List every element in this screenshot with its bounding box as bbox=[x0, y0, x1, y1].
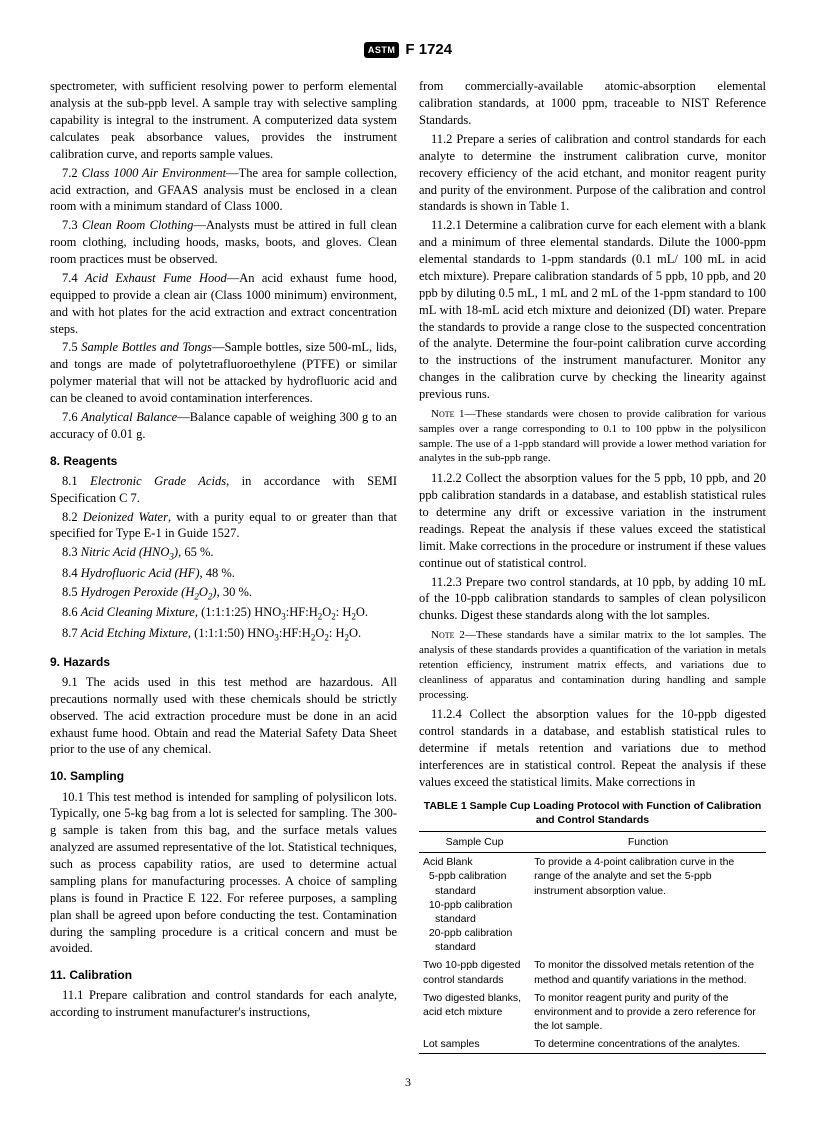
para-10-1: 10.1 This test method is intended for sa… bbox=[50, 789, 397, 958]
page-number: 3 bbox=[50, 1074, 766, 1090]
para-8-5: 8.5 Hydrogen Peroxide (H2O2), 30 %. bbox=[50, 584, 397, 603]
para-11-1: 11.1 Prepare calibration and control sta… bbox=[50, 987, 397, 1021]
para-7-3: 7.3 Clean Room Clothing—Analysts must be… bbox=[50, 217, 397, 268]
para-8-7: 8.7 Acid Etching Mixture, (1:1:1:50) HNO… bbox=[50, 625, 397, 644]
heading-11: 11. Calibration bbox=[50, 967, 397, 983]
para-9-1: 9.1 The acids used in this test method a… bbox=[50, 674, 397, 758]
para-11-2-1: 11.2.1 Determine a calibration curve for… bbox=[419, 217, 766, 403]
table-1: TABLE 1 Sample Cup Loading Protocol with… bbox=[419, 799, 766, 1055]
para-8-1: 8.1 Electronic Grade Acids, in accordanc… bbox=[50, 473, 397, 507]
para-11-2: 11.2 Prepare a series of calibration and… bbox=[419, 131, 766, 215]
heading-8: 8. Reagents bbox=[50, 453, 397, 469]
table-1-title: TABLE 1 Sample Cup Loading Protocol with… bbox=[419, 799, 766, 827]
table-row: Two digested blanks, acid etch mixtureTo… bbox=[419, 989, 766, 1036]
heading-10: 10. Sampling bbox=[50, 768, 397, 784]
para-7-1-cont: spectrometer, with sufficient resolving … bbox=[50, 78, 397, 162]
para-11-2-3: 11.2.3 Prepare two control standards, at… bbox=[419, 574, 766, 625]
para-11-2-4: 11.2.4 Collect the absorption values for… bbox=[419, 706, 766, 790]
body-columns: spectrometer, with sufficient resolving … bbox=[50, 78, 766, 1054]
para-8-3: 8.3 Nitric Acid (HNO3), 65 %. bbox=[50, 544, 397, 563]
para-7-4: 7.4 Acid Exhaust Fume Hood—An acid exhau… bbox=[50, 270, 397, 338]
para-8-6: 8.6 Acid Cleaning Mixture, (1:1:1:25) HN… bbox=[50, 604, 397, 623]
para-8-2: 8.2 Deionized Water, with a purity equal… bbox=[50, 509, 397, 543]
para-8-4: 8.4 Hydrofluoric Acid (HF), 48 %. bbox=[50, 565, 397, 582]
table-row: Lot samplesTo determine concentrations o… bbox=[419, 1035, 766, 1054]
para-7-2: 7.2 Class 1000 Air Environment—The area … bbox=[50, 165, 397, 216]
para-11-2-2: 11.2.2 Collect the absorption values for… bbox=[419, 470, 766, 571]
page-header: ASTM F 1724 bbox=[50, 40, 766, 60]
note-2: Note 2—These standards have a similar ma… bbox=[419, 628, 766, 702]
table-row: Two 10-ppb digested control standardsTo … bbox=[419, 956, 766, 988]
para-11-1-cont: from commercially-available atomic-absor… bbox=[419, 78, 766, 129]
astm-logo: ASTM bbox=[364, 42, 400, 58]
heading-9: 9. Hazards bbox=[50, 654, 397, 670]
para-7-5: 7.5 Sample Bottles and Tongs—Sample bott… bbox=[50, 339, 397, 407]
para-7-6: 7.6 Analytical Balance—Balance capable o… bbox=[50, 409, 397, 443]
table-1-grid: Sample CupFunction Acid Blank 5-ppb cali… bbox=[419, 831, 766, 1054]
note-1: Note 1—These standards were chosen to pr… bbox=[419, 407, 766, 466]
table-row: Acid Blank 5-ppb calibration standard 10… bbox=[419, 853, 766, 957]
designation: F 1724 bbox=[405, 40, 452, 60]
table-col-1: Sample Cup bbox=[419, 832, 530, 853]
table-col-2: Function bbox=[530, 832, 766, 853]
